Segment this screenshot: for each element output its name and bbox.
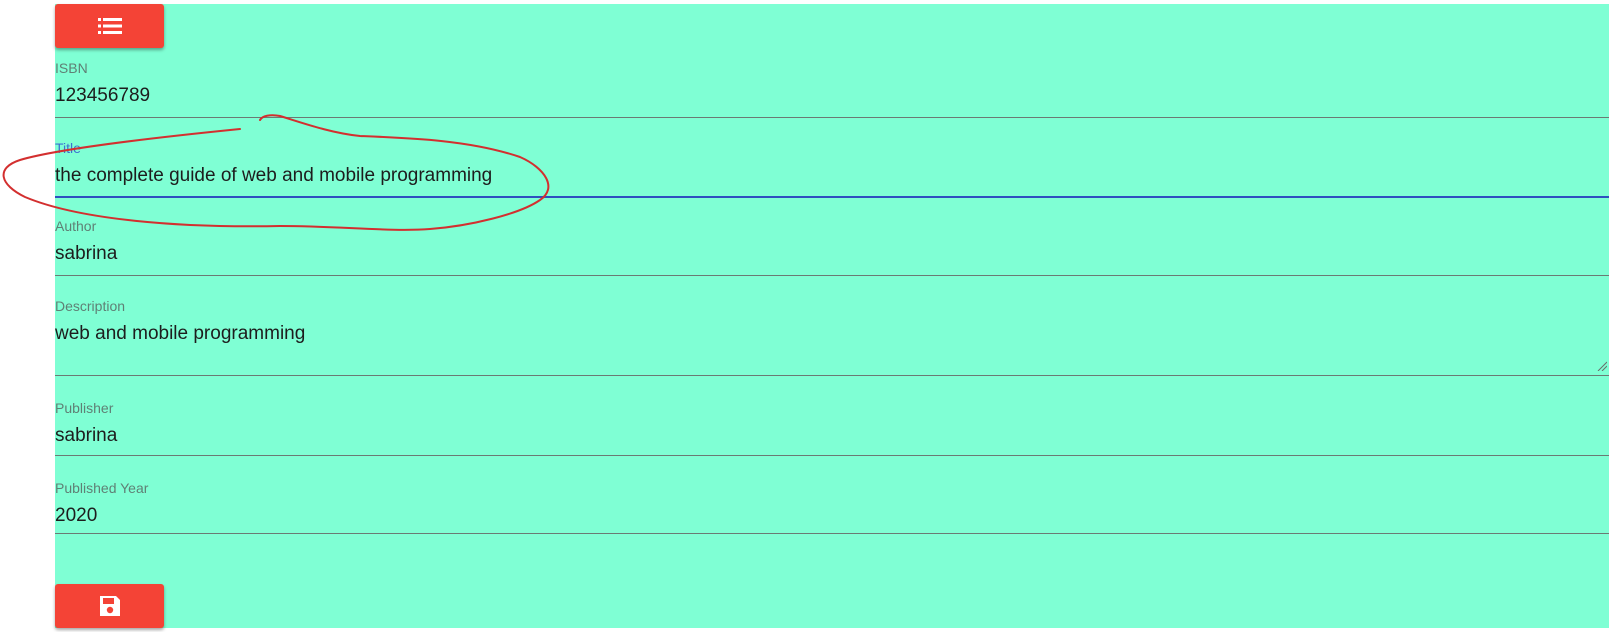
description-label: Description [55,298,126,314]
title-label: Title [55,140,81,156]
author-field: Author [55,198,1609,276]
isbn-label: ISBN [55,60,88,76]
publisher-input[interactable] [55,424,1595,448]
author-input[interactable] [55,242,1595,266]
description-field: Description web and mobile programming [55,276,1609,376]
list-icon [97,18,122,34]
published-year-field: Published Year [55,456,1609,534]
author-label: Author [55,218,97,234]
publisher-label: Publisher [55,400,114,416]
isbn-field: ISBN [55,56,1609,118]
book-form-panel: ISBN Title Author Description web and mo… [55,4,1609,628]
save-button[interactable] [55,584,164,628]
publisher-field: Publisher [55,376,1609,456]
resize-grip-icon[interactable] [1597,361,1607,371]
isbn-input[interactable] [55,84,1595,108]
list-button[interactable] [55,4,164,48]
title-input[interactable] [55,164,1595,188]
published-year-input[interactable] [55,504,1595,528]
floppy-disk-icon [99,596,120,616]
description-textarea[interactable]: web and mobile programming [55,322,1595,362]
published-year-label: Published Year [55,480,149,496]
title-field: Title [55,118,1609,198]
